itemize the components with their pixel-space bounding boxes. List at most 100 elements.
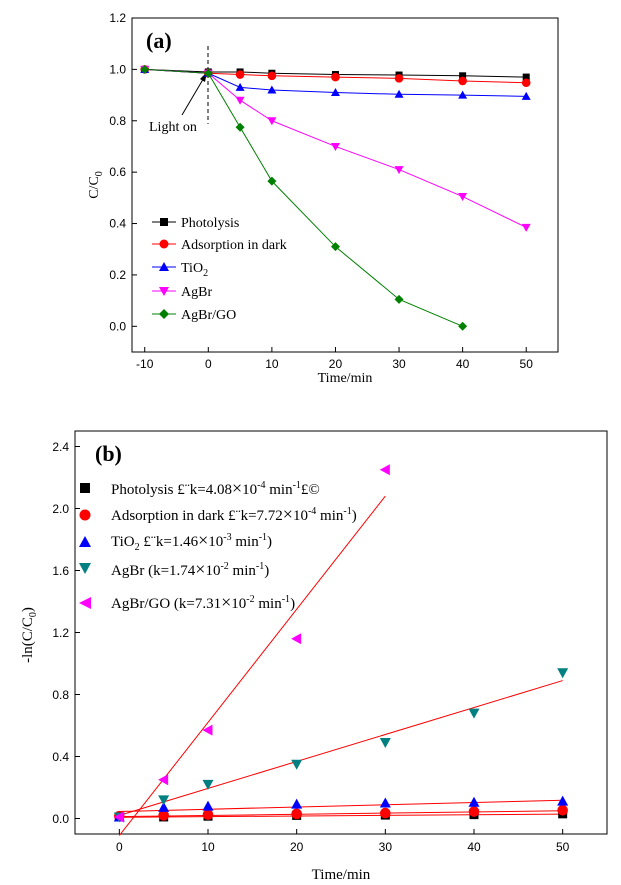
data-point (267, 176, 277, 186)
data-point (202, 800, 214, 811)
legend-item-adsorption: Adsorption in dark (152, 238, 287, 253)
panel-label-b: (b) (95, 441, 122, 466)
data-point (291, 798, 303, 809)
data-point (394, 166, 404, 175)
legend-label-photolysis: Photolysis (181, 216, 239, 231)
data-point (468, 708, 480, 719)
data-point (458, 193, 468, 202)
legend-a: Photolysis Adsorption in dark TiO2 AgBr (152, 216, 287, 323)
x-tick-label: -10 (136, 357, 154, 371)
legend-label-b-photolysis: Photolysis £¨k=4.08×10-4 min-1£© (111, 478, 320, 498)
data-point (521, 91, 531, 100)
data-point (468, 806, 480, 817)
y-tick-label: 0.8 (109, 114, 126, 128)
series-line (144, 68, 527, 84)
data-point (113, 811, 124, 823)
legend-label-adsorption: Adsorption in dark (181, 238, 287, 253)
y-axis-label-a: C/C0 (87, 171, 105, 199)
series-line (144, 68, 527, 78)
legend-item-agbr: AgBr (152, 285, 212, 300)
x-tick-label: 20 (329, 357, 343, 371)
data-point (291, 633, 302, 645)
legend-b: Photolysis £¨k=4.08×10-4 min-1£© Adsorpt… (79, 478, 357, 612)
data-point (203, 68, 213, 78)
legend-marker-square (80, 483, 90, 493)
x-tick-label: 50 (556, 840, 570, 854)
x-axis-label-b: Time/min (312, 867, 371, 883)
data-point (235, 96, 245, 105)
data-point (458, 76, 467, 86)
legend-item-b-agbrgo: AgBr/GO (k=7.31×10-2 min-1) (79, 592, 295, 612)
data-point (379, 738, 391, 749)
y-tick-label: 0.8 (52, 688, 69, 702)
data-point (267, 85, 277, 94)
data-point (158, 774, 169, 786)
legend-item-b-photolysis: Photolysis £¨k=4.08×10-4 min-1£© (80, 478, 320, 498)
legend-marker-triangle-up (159, 262, 169, 271)
y-tick-label: 2.4 (52, 440, 69, 454)
panel-a: -10 0 10 20 30 40 500.00.20.40.60.81.01.2 (a) … (87, 11, 559, 386)
legend-marker-circle (159, 239, 169, 249)
data-point (158, 801, 170, 812)
data-point (394, 294, 404, 304)
data-point (379, 464, 390, 476)
panel-b: 0 10 20 30 40 50 0.0 0.4 0.8 1.2 1.6 2.0 2.4 (b) Pho… (20, 430, 608, 883)
panel-label-a: (a) (146, 28, 172, 53)
data-point (522, 73, 530, 81)
series-group-b (113, 464, 569, 823)
x-tick-label: 10 (201, 840, 215, 854)
data-point (557, 804, 568, 816)
legend-item-b-adsorption: Adsorption in dark £¨k=7.72×10-4 min-1) (79, 504, 357, 524)
legend-item-agbrgo: AgBr/GO (152, 308, 236, 323)
legend-item-photolysis: Photolysis (152, 216, 239, 231)
x-tick-label: 0 (205, 357, 212, 371)
data-point (331, 72, 340, 82)
x-tick-label: 50 (520, 357, 534, 371)
legend-marker-triangle-down (159, 287, 169, 296)
data-point (235, 122, 245, 132)
axis-ticks-a: -10 0 10 20 30 40 50 0.0 0.2 0.4 0.6 0.8 1.0 1.2 (109, 11, 533, 371)
legend-marker-triangle-left (79, 597, 91, 609)
data-point (158, 810, 169, 821)
data-point (158, 795, 170, 806)
y-tick-label: 1.0 (109, 62, 126, 76)
y-tick-label: 0.0 (52, 812, 69, 826)
data-point (557, 668, 569, 679)
legend-item-b-agbr: AgBr (k=1.74×10-2 min-1) (79, 559, 269, 579)
legend-label-b-agbr: AgBr (k=1.74×10-2 min-1) (111, 559, 269, 579)
series-group-a (140, 64, 531, 331)
y-tick-label: 1.6 (52, 564, 69, 578)
data-point (380, 807, 391, 819)
axis-ticks-b: 0 10 20 30 40 50 0.0 0.4 0.8 1.2 1.6 2.0 2.4 (52, 440, 569, 854)
legend-label-agbrgo: AgBr/GO (181, 308, 236, 323)
plot-frame-a (131, 17, 559, 353)
legend-marker-triangle-down (79, 563, 91, 574)
legend-item-tio2: TiO2 (152, 261, 208, 279)
legend-label-b-agbrgo: AgBr/GO (k=7.31×10-2 min-1) (111, 592, 295, 612)
y-tick-label: 0.6 (109, 165, 126, 179)
y-tick-label: 1.2 (109, 11, 126, 25)
fit-line (119, 810, 563, 818)
y-tick-label: 0.4 (109, 217, 126, 231)
series-line (144, 68, 527, 97)
light-on-annotation: Light on (149, 120, 197, 135)
y-axis-label-b: -ln(C/C0) (20, 607, 39, 663)
data-point (468, 796, 480, 807)
legend-marker-square (160, 218, 168, 226)
data-point (330, 88, 340, 97)
x-tick-label: 40 (456, 357, 470, 371)
data-point (458, 90, 468, 99)
legend-marker-triangle-up (79, 536, 91, 547)
data-point (521, 78, 531, 88)
data-point (458, 321, 468, 331)
data-point (291, 808, 302, 820)
y-tick-label: 0.4 (52, 750, 69, 764)
data-point (140, 64, 150, 74)
fit-line (119, 813, 563, 818)
data-point (394, 89, 404, 98)
fit-lines-b (118, 495, 563, 836)
x-axis-label-a: Time/min (318, 371, 373, 386)
fit-line (119, 680, 563, 816)
x-tick-label: 40 (467, 840, 481, 854)
data-point (394, 74, 404, 83)
